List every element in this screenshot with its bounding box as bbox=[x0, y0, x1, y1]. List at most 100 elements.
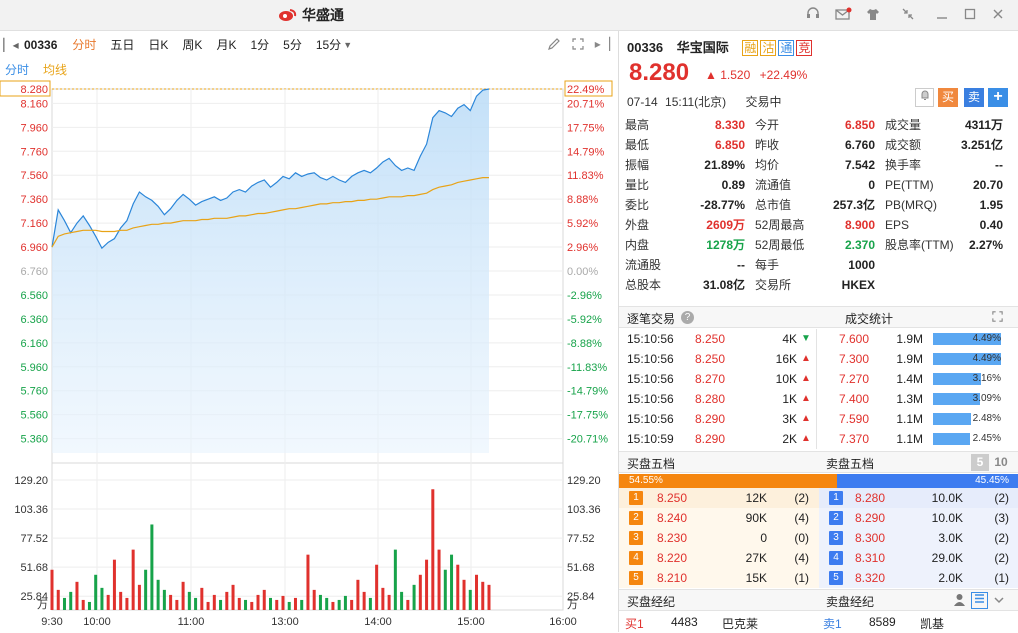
quote-label: 最高 bbox=[625, 118, 650, 132]
up-arrow-icon: ▲ bbox=[801, 413, 811, 424]
volume-bar bbox=[75, 581, 79, 610]
time-tick: 11:00 bbox=[178, 616, 205, 628]
quote-value: 7.542 bbox=[844, 158, 875, 172]
broker-id: 8589 bbox=[869, 615, 896, 629]
subtab-intraday[interactable]: 分时 bbox=[5, 62, 30, 77]
buy-button[interactable]: 买 bbox=[938, 88, 958, 107]
close-icon[interactable] bbox=[988, 6, 1008, 24]
mail-icon[interactable] bbox=[833, 6, 853, 24]
volume-bar bbox=[406, 599, 410, 610]
add-watchlist-button[interactable]: + bbox=[988, 88, 1008, 107]
tab-5min[interactable]: 5分 bbox=[283, 38, 302, 52]
depth-10-button[interactable]: 10 bbox=[994, 455, 1008, 469]
bid-title: 买盘五档 bbox=[627, 457, 676, 471]
volume-bar bbox=[87, 601, 91, 610]
quote-label: 流通股 bbox=[625, 258, 662, 272]
stats-title: 成交统计 bbox=[845, 312, 894, 326]
volume-bar bbox=[194, 597, 198, 610]
stat-volume: 1.1M bbox=[896, 412, 923, 426]
volume-bar bbox=[169, 594, 173, 610]
ask-volume: 2.0K bbox=[938, 571, 963, 585]
chevron-down-icon[interactable]: ▼ bbox=[343, 40, 353, 50]
quote-label: 量比 bbox=[625, 178, 650, 192]
buy-broker-row[interactable]: 买1 4483 巴克莱 bbox=[625, 615, 815, 633]
quote-label: PE(TTM) bbox=[885, 178, 934, 192]
volume-bar bbox=[94, 574, 98, 610]
bid-row[interactable]: 5 8.210 15K (1) bbox=[619, 568, 819, 588]
sell-button[interactable]: 卖 bbox=[964, 88, 984, 107]
ask-row[interactable]: 5 8.320 2.0K (1) bbox=[819, 568, 1018, 588]
stat-price: 7.300 bbox=[839, 352, 870, 366]
tab-five-day[interactable]: 五日 bbox=[110, 38, 135, 52]
chevron-down-icon[interactable] bbox=[993, 594, 1005, 609]
brokers-header: 买盘经纪 卖盘经纪 bbox=[619, 589, 1018, 611]
bid-level: 1 bbox=[629, 491, 643, 505]
tab-intraday[interactable]: 分时 bbox=[72, 38, 97, 52]
bid-level: 5 bbox=[629, 571, 643, 585]
tab-daily-k[interactable]: 日K bbox=[148, 38, 169, 52]
trade-price: 8.280 bbox=[695, 392, 726, 406]
expand-trades-icon[interactable] bbox=[991, 310, 1004, 326]
tab-1min[interactable]: 1分 bbox=[250, 38, 270, 52]
trade-volume: 10K bbox=[775, 372, 797, 386]
maximize-icon[interactable] bbox=[960, 6, 980, 24]
quote-value: 2.27% bbox=[968, 238, 1003, 252]
up-arrow-icon: ▲ bbox=[801, 393, 811, 404]
price-tick: 5.560 bbox=[20, 410, 48, 422]
time-tick: 15:00 bbox=[457, 616, 485, 628]
tab-weekly-k[interactable]: 周K bbox=[182, 38, 203, 52]
volume-bar bbox=[200, 587, 204, 610]
pct-tick: -20.71% bbox=[567, 434, 608, 446]
tab-monthly-k[interactable]: 月K bbox=[216, 38, 237, 52]
bid-row[interactable]: 4 8.220 27K (4) bbox=[619, 548, 819, 568]
time-tick: 16:00 bbox=[549, 616, 577, 628]
price-tick: 6.160 bbox=[20, 338, 48, 350]
ask-volume: 10.0K bbox=[931, 511, 963, 525]
stat-price: 7.370 bbox=[839, 432, 870, 446]
ask-row[interactable]: 4 8.310 29.0K (2) bbox=[819, 548, 1018, 568]
quote-value: 8.330 bbox=[714, 118, 745, 132]
pencil-icon[interactable] bbox=[547, 37, 561, 54]
headset-icon[interactable] bbox=[803, 6, 823, 24]
stat-bar bbox=[933, 373, 981, 385]
expand-icon[interactable] bbox=[571, 37, 585, 54]
ask-row[interactable]: 1 8.280 10.0K (2) bbox=[819, 488, 1018, 508]
bid-row[interactable]: 1 8.250 12K (2) bbox=[619, 488, 819, 508]
stat-pct: 4.49% bbox=[972, 333, 1001, 344]
stat-bar bbox=[933, 353, 1001, 365]
sell-broker-row[interactable]: 卖1 8589 凯基 bbox=[823, 615, 1013, 633]
ask-row[interactable]: 2 8.290 10.0K (3) bbox=[819, 508, 1018, 528]
help-icon[interactable]: ? bbox=[681, 311, 694, 324]
trade-price: 8.250 bbox=[695, 352, 726, 366]
user-icon[interactable] bbox=[953, 593, 966, 609]
volume-bar bbox=[337, 599, 341, 610]
bid-row[interactable]: 3 8.230 0 (0) bbox=[619, 528, 819, 548]
volume-bar bbox=[356, 579, 360, 610]
list-view-icon[interactable] bbox=[971, 592, 988, 609]
volume-bar bbox=[81, 599, 85, 610]
quote-label: 最低 bbox=[625, 138, 650, 152]
stock-tag: 通 bbox=[778, 40, 795, 56]
volume-bar bbox=[275, 599, 279, 610]
tab-15min[interactable]: 15分 bbox=[315, 38, 342, 52]
pct-tick: -14.79% bbox=[567, 386, 608, 398]
depth-5-button[interactable]: 5 bbox=[971, 454, 989, 471]
subtab-average[interactable]: 均线 bbox=[43, 62, 68, 77]
collapse-left-icon[interactable]: ▏◂ bbox=[3, 38, 19, 52]
stat-price: 7.270 bbox=[839, 372, 870, 386]
volume-bar bbox=[343, 595, 347, 610]
pct-tick: -2.96% bbox=[567, 290, 602, 302]
quote-value: 1.95 bbox=[979, 198, 1003, 212]
ask-row[interactable]: 3 8.300 3.0K (2) bbox=[819, 528, 1018, 548]
volume-bar bbox=[112, 559, 116, 610]
shirt-icon[interactable] bbox=[863, 6, 883, 24]
up-arrow-icon: ▲ bbox=[801, 353, 811, 364]
bell-icon[interactable] bbox=[915, 88, 934, 107]
shrink-icon[interactable] bbox=[898, 6, 918, 24]
collapse-right-icon[interactable]: ▸▕ bbox=[594, 36, 610, 51]
quote-label: 成交额 bbox=[885, 138, 922, 152]
pct-tick: 2.96% bbox=[567, 242, 598, 254]
bid-row[interactable]: 2 8.240 90K (4) bbox=[619, 508, 819, 528]
minimize-icon[interactable] bbox=[932, 6, 952, 24]
bid-count: (0) bbox=[794, 531, 809, 545]
